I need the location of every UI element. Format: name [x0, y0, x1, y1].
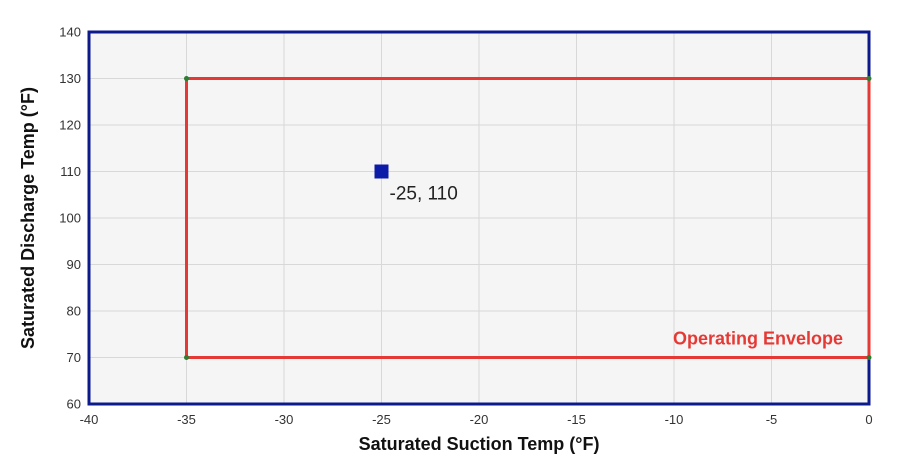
y-axis-title: Saturated Discharge Temp (°F): [18, 87, 38, 349]
tick-labels: -40 -35 -30 -25 -20 -15 -10 -5 0 60 70 80 90 100 110 12…: [59, 25, 872, 428]
x-tick-label: -20: [470, 412, 489, 427]
operating-point-group: -25, 110: [374, 164, 458, 205]
y-tick-label: 110: [60, 164, 81, 179]
x-tick-label: -30: [275, 412, 294, 427]
operating-envelope: Operating Envelope: [184, 76, 872, 360]
y-tick-label: 140: [59, 25, 81, 40]
x-tick-label: -40: [80, 412, 99, 427]
y-tick-label: 100: [59, 211, 81, 226]
y-tick-label: 60: [67, 397, 81, 412]
envelope-label: Operating Envelope: [673, 329, 843, 349]
x-tick-label: 0: [865, 412, 872, 427]
operating-point-marker: [374, 164, 389, 179]
x-tick-label: -5: [766, 412, 778, 427]
y-tick-label: 90: [67, 257, 81, 272]
envelope-vertex-marker: [184, 355, 189, 360]
x-tick-label: -10: [665, 412, 684, 427]
envelope-vertex-marker: [866, 355, 872, 360]
y-tick-label: 120: [59, 118, 81, 133]
y-tick-label: 80: [67, 304, 81, 319]
y-tick-label: 130: [59, 71, 81, 86]
envelope-vertex-marker: [866, 76, 872, 81]
x-tick-label: -25: [372, 412, 391, 427]
envelope-vertex-marker: [184, 76, 189, 81]
x-tick-label: -35: [177, 412, 196, 427]
y-tick-label: 70: [67, 350, 81, 365]
x-axis-title: Saturated Suction Temp (°F): [359, 434, 600, 454]
x-tick-label: -15: [567, 412, 586, 427]
operating-point-label: -25, 110: [390, 184, 458, 205]
